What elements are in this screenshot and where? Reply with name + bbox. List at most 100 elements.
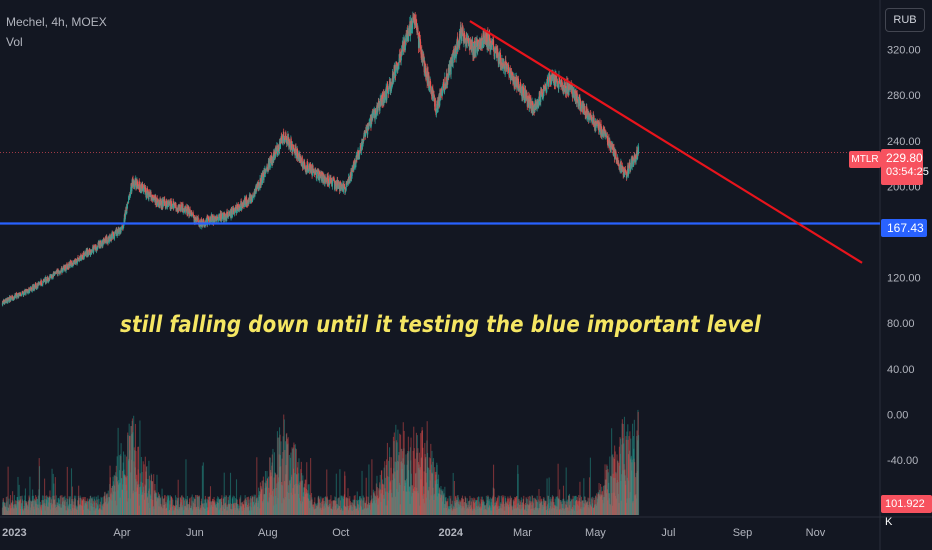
volume-bar bbox=[136, 481, 138, 515]
volume-bar bbox=[46, 497, 48, 515]
volume-bar bbox=[582, 500, 584, 515]
volume-bar bbox=[256, 498, 258, 515]
volume-bar bbox=[109, 465, 111, 515]
volume-bar bbox=[41, 510, 43, 515]
volume-bar bbox=[313, 504, 315, 515]
volume-bar bbox=[25, 500, 27, 515]
volume-bar bbox=[362, 509, 364, 515]
volume-bar bbox=[426, 440, 428, 515]
volume-bar bbox=[93, 510, 95, 515]
volume-bar bbox=[43, 505, 45, 515]
volume-bar bbox=[300, 469, 302, 515]
volume-bar bbox=[135, 478, 137, 515]
candle-body bbox=[15, 294, 17, 297]
volume-bar bbox=[168, 509, 170, 515]
volume-bar bbox=[219, 499, 221, 515]
volume-bar bbox=[521, 508, 523, 515]
volume-bar bbox=[259, 482, 261, 515]
volume-bar bbox=[36, 498, 38, 515]
volume-bar bbox=[440, 489, 443, 515]
volume-bar bbox=[610, 476, 612, 515]
volume-bar bbox=[562, 504, 564, 515]
volume-bar bbox=[525, 498, 527, 515]
volume-bar bbox=[425, 472, 427, 515]
volume-bar bbox=[542, 498, 545, 515]
candle-body bbox=[5, 299, 7, 303]
volume-bar bbox=[366, 496, 368, 515]
volume-bar bbox=[377, 504, 379, 515]
volume-bar bbox=[587, 507, 589, 515]
volume-bar bbox=[172, 499, 174, 515]
volume-bar bbox=[436, 496, 438, 515]
volume-bar bbox=[478, 496, 480, 515]
volume-bar bbox=[570, 498, 572, 515]
volume-bar bbox=[597, 491, 599, 515]
volume-bar bbox=[168, 495, 170, 515]
volume-bar bbox=[471, 507, 473, 515]
volume-bar bbox=[86, 498, 88, 515]
volume-bar bbox=[582, 507, 584, 515]
candle-body bbox=[4, 299, 6, 302]
volume-bar bbox=[218, 510, 220, 515]
volume-bar bbox=[61, 495, 63, 515]
y-tick-label: 320.00 bbox=[887, 45, 921, 57]
volume-bar bbox=[249, 510, 251, 515]
volume-bar bbox=[551, 495, 553, 515]
volume-bar bbox=[403, 490, 405, 515]
volume-bar bbox=[50, 502, 52, 515]
volume-bar bbox=[231, 504, 233, 515]
volume-bar bbox=[242, 503, 244, 515]
x-tick-label: Apr bbox=[113, 527, 130, 539]
volume-bar bbox=[83, 505, 85, 515]
volume-bar bbox=[378, 488, 380, 515]
volume-bar bbox=[449, 506, 451, 515]
y-tick-label: 40.00 bbox=[887, 364, 915, 376]
volume-bar bbox=[32, 489, 34, 515]
volume-bar bbox=[542, 507, 544, 515]
volume-bar bbox=[408, 470, 410, 515]
volume-bar bbox=[604, 464, 606, 515]
volume-bar bbox=[226, 506, 228, 515]
volume-bar bbox=[561, 500, 563, 515]
volume-bar bbox=[48, 502, 50, 515]
volume-bar bbox=[460, 500, 462, 515]
volume-bar bbox=[45, 495, 47, 515]
volume-bar bbox=[434, 480, 436, 515]
volume-bar bbox=[338, 497, 340, 515]
volume-bar bbox=[88, 498, 90, 515]
volume-bar bbox=[527, 504, 530, 515]
volume-bar bbox=[310, 499, 312, 515]
volume-bar bbox=[444, 497, 446, 515]
volume-bar bbox=[329, 499, 331, 515]
volume-bar bbox=[264, 488, 266, 515]
volume-bar bbox=[292, 488, 294, 515]
volume-bar bbox=[580, 496, 582, 515]
volume-bar bbox=[404, 480, 406, 515]
volume-bar bbox=[500, 502, 502, 515]
volume-bar bbox=[50, 497, 52, 515]
volume-bar bbox=[613, 458, 615, 515]
volume-bar bbox=[502, 498, 504, 515]
volume-bar bbox=[433, 495, 435, 515]
volume-bar bbox=[412, 450, 414, 515]
volume-bar bbox=[578, 509, 580, 515]
volume-bar bbox=[74, 499, 76, 515]
volume-bar bbox=[344, 475, 346, 515]
volume-bar bbox=[506, 502, 508, 515]
volume-bar bbox=[574, 501, 577, 515]
volume-bar bbox=[45, 499, 47, 515]
volume-bar bbox=[304, 488, 306, 515]
volume-bar bbox=[361, 509, 363, 515]
volume-bar bbox=[112, 476, 114, 515]
volume-bar bbox=[84, 496, 86, 515]
volume-bar bbox=[91, 503, 93, 515]
volume-bar bbox=[452, 510, 454, 515]
volume-bar bbox=[290, 492, 292, 515]
volume-bar bbox=[248, 510, 250, 515]
volume-bar bbox=[572, 495, 574, 515]
volume-bar bbox=[636, 471, 638, 515]
volume-bar bbox=[81, 499, 83, 515]
volume-bar bbox=[182, 507, 184, 515]
volume-bar bbox=[238, 510, 240, 515]
